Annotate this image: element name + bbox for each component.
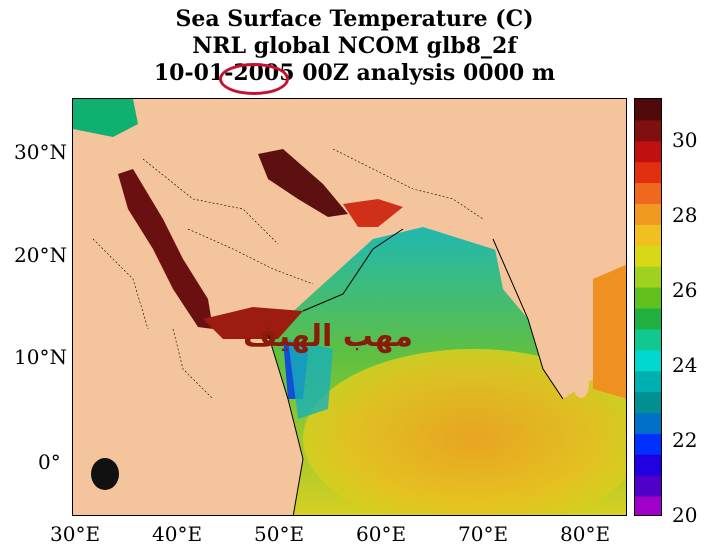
chart-subtitle-date: 10-01-2005 00Z analysis 0000 m [153, 60, 556, 86]
colorbar-swatches [635, 99, 661, 515]
colorbar-swatch [635, 328, 661, 351]
colorbar-swatch [635, 161, 661, 184]
x-tick-label: 30°E [50, 522, 101, 546]
colorbar-tick-label: 28 [672, 203, 698, 227]
colorbar-swatch [635, 308, 661, 330]
colorbar-swatch [635, 454, 661, 476]
india-land [493, 239, 626, 399]
colorbar-tick-label: 26 [672, 278, 698, 302]
colorbar-swatch [635, 245, 661, 267]
colorbar-swatch [635, 140, 661, 163]
x-tick-label: 50°E [254, 522, 305, 546]
gulf-of-aden [203, 307, 303, 339]
y-tick-label: 10°N [14, 345, 67, 369]
colorbar-swatch [635, 370, 661, 393]
colorbar-tick-label: 22 [672, 428, 698, 452]
mediterranean [73, 99, 138, 137]
colorbar-swatch [635, 99, 661, 121]
colorbar-swatch [635, 433, 661, 455]
x-tick-label: 70°E [458, 522, 509, 546]
year-highlight-circle [219, 63, 289, 95]
y-tick-label: 20°N [14, 243, 67, 267]
colorbar [634, 98, 662, 516]
colorbar-swatch [635, 266, 661, 288]
colorbar-swatch [635, 224, 661, 246]
colorbar-swatch [635, 119, 661, 142]
y-tick-label: 0° [38, 450, 61, 474]
colorbar-swatch [635, 412, 661, 434]
colorbar-swatch [635, 391, 661, 413]
colorbar-tick-label: 24 [672, 353, 698, 377]
y-tick-label: 30°N [14, 140, 67, 164]
chart-title: Sea Surface Temperature (C) [175, 6, 534, 32]
bay-of-bengal [593, 264, 626, 399]
colorbar-tick-label: 20 [672, 503, 698, 527]
colorbar-swatch [635, 287, 661, 309]
x-tick-label: 60°E [356, 522, 407, 546]
lake-victoria [91, 458, 119, 490]
x-tick-label: 40°E [152, 522, 203, 546]
red-sea [118, 169, 213, 329]
sst-map: مهب الهيف [72, 98, 627, 516]
colorbar-swatch [635, 203, 661, 225]
arabic-annotation: مهب الهيف [243, 319, 413, 354]
persian-gulf [258, 149, 348, 217]
colorbar-swatch [635, 349, 661, 372]
colorbar-swatch [635, 475, 661, 497]
warm-south-pool [303, 349, 626, 515]
chart-subtitle-model: NRL global NCOM glb8_2f [192, 33, 517, 59]
x-tick-label: 80°E [560, 522, 611, 546]
colorbar-swatch [635, 182, 661, 204]
colorbar-swatch [635, 496, 661, 515]
sst-map-graphic [73, 99, 626, 515]
colorbar-tick-label: 30 [672, 128, 698, 152]
